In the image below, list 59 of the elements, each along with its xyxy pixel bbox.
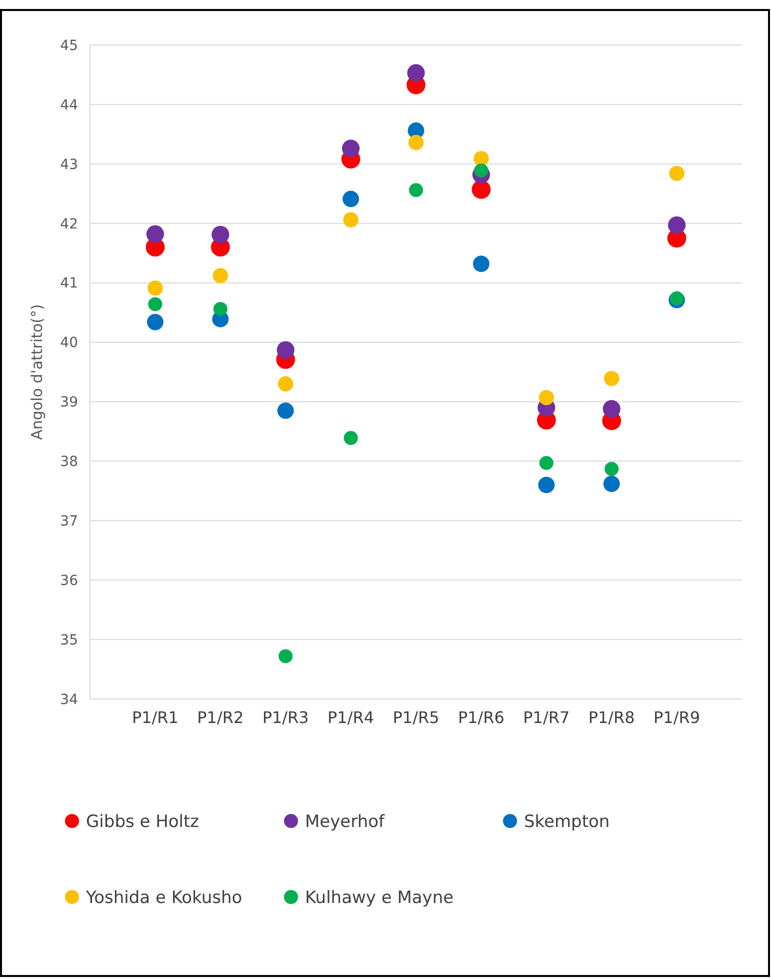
- point: [473, 256, 490, 272]
- point: [343, 212, 358, 228]
- x-tick-label: P1/R3: [262, 708, 309, 727]
- legend-label: Skempton: [524, 812, 610, 832]
- y-tick-label: 37: [60, 514, 78, 530]
- point: [669, 166, 684, 182]
- legend-label: Yoshida e Kokusho: [85, 888, 242, 908]
- point: [146, 225, 164, 243]
- x-tick-label: P1/R6: [458, 708, 504, 727]
- y-tick-label: 45: [60, 38, 78, 54]
- point: [668, 216, 686, 234]
- point: [474, 163, 488, 178]
- point: [212, 268, 228, 284]
- x-tick-label: P1/R4: [328, 708, 374, 727]
- point: [342, 140, 360, 158]
- y-tick-label: 41: [60, 276, 78, 292]
- point: [472, 180, 491, 199]
- point: [276, 341, 294, 359]
- point: [342, 190, 359, 208]
- point: [212, 226, 230, 244]
- point: [538, 390, 554, 406]
- point: [213, 302, 228, 316]
- x-tick-label: P1/R8: [588, 708, 635, 727]
- y-tick-label: 34: [60, 692, 78, 708]
- point: [278, 649, 293, 664]
- x-tick-label: P1/R7: [523, 708, 570, 727]
- y-tick-label: 38: [60, 454, 78, 470]
- x-tick-label: P1/R1: [132, 708, 178, 727]
- point: [278, 376, 294, 392]
- point: [147, 314, 164, 330]
- point: [148, 280, 163, 296]
- x-tick-label: P1/R5: [392, 708, 440, 727]
- x-tick-label: P1/R2: [197, 708, 244, 727]
- legend-label: Meyerhof: [305, 812, 386, 832]
- point: [344, 430, 358, 445]
- point: [148, 297, 162, 312]
- point: [604, 462, 619, 476]
- point: [602, 400, 620, 418]
- point: [538, 476, 555, 494]
- legend-label: Kulhawy e Mayne: [305, 888, 454, 908]
- point: [539, 456, 554, 470]
- point: [670, 291, 684, 306]
- point: [474, 150, 489, 166]
- y-tick-label: 42: [60, 216, 78, 232]
- y-tick-label: 43: [60, 156, 78, 173]
- y-axis-title: Angolo d'attrito(°): [28, 304, 46, 440]
- y-tick-label: 39: [60, 394, 78, 411]
- y-tick-label: 36: [60, 572, 78, 589]
- point: [409, 183, 423, 198]
- point: [603, 476, 620, 492]
- point: [408, 134, 424, 150]
- x-tick-label: P1/R9: [654, 708, 700, 727]
- point: [277, 402, 294, 419]
- point: [407, 64, 425, 82]
- point: [604, 370, 620, 386]
- y-tick-label: 40: [60, 335, 78, 352]
- y-tick-label: 35: [60, 632, 78, 648]
- y-tick-label: 44: [60, 97, 78, 114]
- legend-label: Gibbs e Holtz: [86, 812, 200, 832]
